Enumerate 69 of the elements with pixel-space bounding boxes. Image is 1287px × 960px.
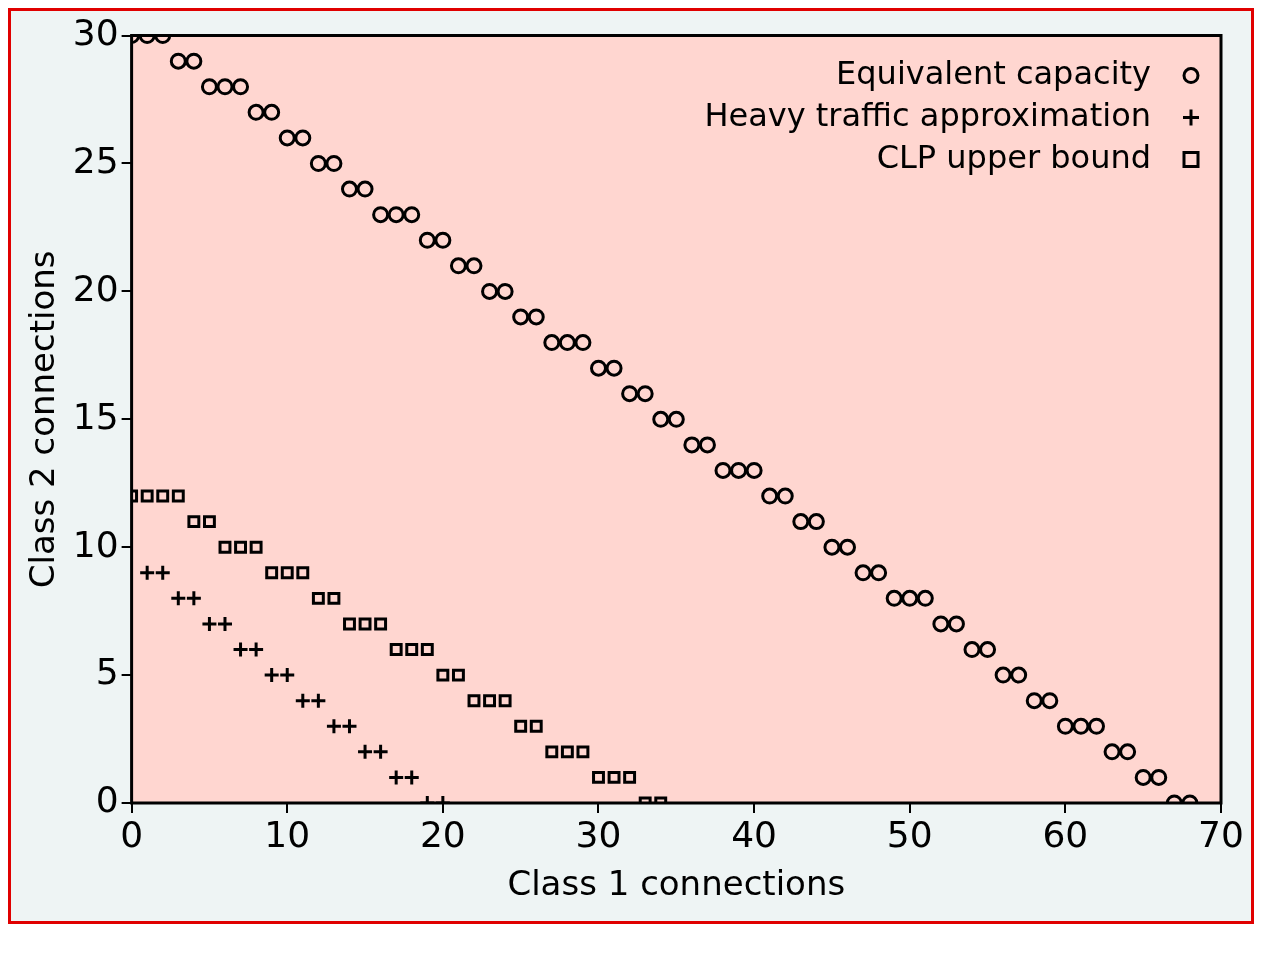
- y-tick-label: 30: [72, 11, 119, 53]
- point: [247, 641, 265, 659]
- point: [200, 615, 218, 633]
- point: [340, 717, 358, 735]
- legend-label: Equivalent capacity: [836, 53, 1151, 92]
- point: [216, 615, 234, 633]
- point: [169, 589, 187, 607]
- point: [249, 540, 263, 554]
- point: [514, 719, 528, 733]
- point: [234, 540, 247, 554]
- point: [280, 566, 294, 580]
- point: [263, 666, 281, 684]
- point: [607, 770, 621, 784]
- point: [374, 617, 388, 631]
- point: [451, 668, 465, 682]
- point: [403, 768, 421, 786]
- point: [185, 589, 203, 607]
- point: [356, 743, 374, 761]
- point: [343, 617, 356, 631]
- point: [265, 566, 279, 580]
- point: [560, 745, 574, 759]
- point: [187, 515, 201, 529]
- point: [498, 694, 512, 708]
- y-tick-label: 15: [72, 395, 119, 437]
- point: [483, 694, 496, 708]
- x-tick-label: 30: [575, 813, 622, 855]
- y-tick-label: 25: [72, 139, 119, 181]
- point: [278, 666, 296, 684]
- x-tick-label: 40: [731, 813, 778, 855]
- point: [309, 692, 327, 710]
- x-tick-label: 50: [886, 813, 933, 855]
- y-tick-label: 10: [72, 523, 119, 565]
- point: [154, 564, 172, 582]
- x-tick-label: 10: [264, 813, 311, 855]
- point: [467, 694, 481, 708]
- point: [325, 717, 343, 735]
- point: [420, 643, 434, 656]
- point: [372, 743, 390, 761]
- point: [623, 770, 637, 784]
- x-tick-label: 60: [1042, 813, 1089, 855]
- point: [311, 591, 325, 605]
- point: [405, 643, 419, 656]
- point: [387, 768, 405, 786]
- x-tick-label: 70: [1198, 813, 1244, 855]
- point: [529, 719, 543, 733]
- point: [171, 489, 185, 503]
- legend-label: CLP upper bound: [876, 137, 1151, 176]
- point: [389, 643, 403, 656]
- point: [202, 515, 216, 529]
- legend-label: Heavy traffic approximation: [704, 95, 1151, 134]
- point: [156, 489, 170, 503]
- point: [358, 617, 372, 631]
- point: [140, 489, 154, 503]
- point: [294, 692, 312, 710]
- point: [576, 745, 590, 759]
- y-tick-label: 5: [95, 651, 119, 693]
- y-tick-label: 0: [95, 779, 119, 821]
- point: [138, 564, 156, 582]
- y-tick-label: 20: [72, 267, 119, 309]
- point: [545, 745, 559, 759]
- x-tick-label: 20: [419, 813, 466, 855]
- point: [327, 591, 341, 605]
- point: [232, 641, 250, 659]
- point: [296, 566, 310, 580]
- point: [436, 668, 450, 682]
- x-axis-title: Class 1 connections: [507, 863, 846, 904]
- point: [592, 770, 605, 784]
- point: [218, 540, 232, 554]
- y-axis-title: Class 2 connections: [22, 250, 63, 589]
